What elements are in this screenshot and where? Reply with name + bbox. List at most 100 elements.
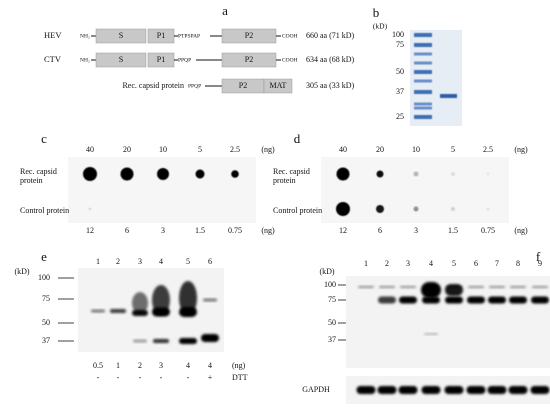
band	[379, 285, 395, 289]
unit-label: (ng)	[232, 361, 246, 370]
amount-label: 3	[161, 226, 165, 235]
domain-label: S	[119, 55, 123, 64]
lane-label: 5	[452, 259, 456, 268]
unit-label: (kD)	[319, 267, 334, 276]
lane-label: 4	[159, 257, 163, 266]
dot	[486, 172, 490, 176]
marker-label: 100	[392, 30, 404, 39]
ladder-band	[414, 102, 432, 106]
amount-label: 12	[86, 226, 94, 235]
amount-label: 5	[198, 145, 202, 154]
amount-label: 1.5	[195, 226, 205, 235]
amount-label: 4	[208, 361, 212, 370]
unit-label: (kD)	[14, 267, 29, 276]
unit-label: (ng)	[261, 145, 275, 154]
marker-label: 75	[328, 295, 336, 304]
amount-label: 10	[412, 145, 420, 154]
lane-label: 5	[186, 257, 190, 266]
dtt-sign: +	[208, 373, 213, 382]
band	[132, 310, 148, 316]
band	[467, 296, 485, 304]
dot	[451, 172, 455, 176]
domain-label: P2	[245, 31, 253, 40]
dtt-sign: -	[160, 373, 163, 382]
band	[91, 309, 105, 313]
linker: PTPSPAP	[178, 33, 200, 39]
amount-label: 1	[116, 361, 120, 370]
band	[400, 285, 416, 289]
band	[468, 285, 484, 289]
band	[377, 386, 397, 394]
lane-label: 3	[138, 257, 142, 266]
amount-label: 20	[376, 145, 384, 154]
marker-label: 100	[38, 273, 50, 282]
unit-label: (ng)	[261, 226, 275, 235]
size-label: 305 aa (33 kD)	[306, 81, 355, 90]
marker-label: 37	[396, 87, 404, 96]
band	[356, 386, 376, 394]
band	[532, 285, 548, 289]
ladder-band	[414, 90, 432, 94]
band	[421, 282, 441, 298]
amount-label: 1.5	[448, 226, 458, 235]
dtt-sign: -	[97, 373, 100, 382]
ladder-band	[414, 79, 432, 83]
band	[444, 386, 464, 394]
band	[110, 309, 126, 313]
ladder-band	[414, 115, 432, 119]
dot	[88, 207, 92, 211]
amount-label: 2.5	[483, 145, 493, 154]
unit-label: (ng)	[514, 226, 528, 235]
band	[133, 339, 147, 343]
unit-label: (ng)	[514, 145, 528, 154]
dtt-sign: -	[187, 373, 190, 382]
band	[179, 338, 197, 344]
marker-label: 50	[328, 318, 336, 327]
row-label: Control protein	[273, 206, 323, 215]
lane-label: 7	[495, 259, 499, 268]
unit-label: (kD)	[373, 22, 388, 31]
lane-label: 2	[385, 259, 389, 268]
amount-label: 10	[159, 145, 167, 154]
band	[487, 386, 507, 394]
band	[179, 307, 197, 317]
band	[201, 334, 219, 342]
amount-label: 40	[339, 145, 347, 154]
dot	[413, 171, 419, 177]
dot	[336, 202, 350, 216]
amount-label: 6	[378, 226, 382, 235]
lane-label: 1	[96, 257, 100, 266]
ladder-band	[414, 43, 432, 47]
lane-label: 2	[116, 257, 120, 266]
terminus: COOH	[282, 57, 298, 63]
band	[398, 386, 418, 394]
size-label: 660 aa (71 kD)	[306, 31, 355, 40]
lane-label: 1	[364, 259, 368, 268]
panel-label: d	[294, 131, 301, 146]
panel-label: a	[222, 3, 228, 18]
band	[424, 333, 438, 335]
amount-label: 20	[123, 145, 131, 154]
panel-label: c	[41, 131, 47, 146]
ladder-band	[414, 106, 432, 110]
amount-label: 40	[86, 145, 94, 154]
marker-label: 100	[324, 280, 336, 289]
amount-label: 0.75	[228, 226, 242, 235]
marker-label: 37	[42, 336, 50, 345]
dot	[413, 206, 419, 212]
domain-box	[263, 78, 293, 94]
domain-box	[95, 52, 147, 68]
unit-label: DTT	[232, 373, 248, 382]
amount-label: 5	[451, 145, 455, 154]
dot	[336, 167, 350, 181]
band	[153, 339, 169, 343]
sample-band	[440, 94, 457, 98]
band	[152, 307, 170, 317]
marker-label: 75	[42, 294, 50, 303]
dot	[195, 169, 205, 179]
domain-label: S	[119, 31, 123, 40]
marker-label: 37	[328, 335, 336, 344]
amount-label: 2.5	[230, 145, 240, 154]
